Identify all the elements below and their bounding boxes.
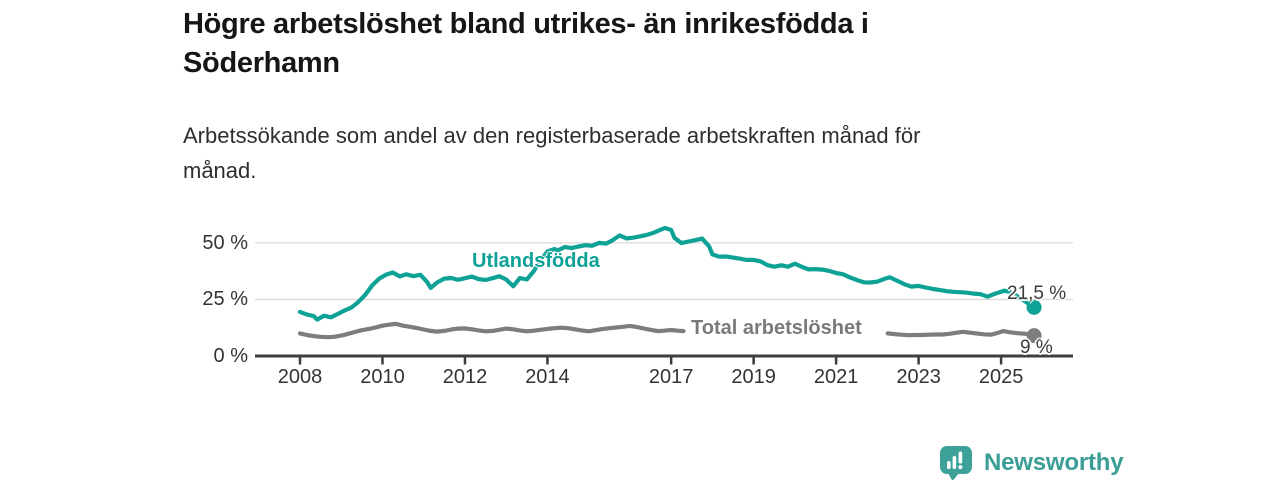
latest-point-utlandsfodda [1026,299,1042,315]
series-line-utlandsfodda [297,225,1037,322]
series-line-total [297,321,686,340]
y-tick-label: 0 % [213,345,248,367]
series-line-total [885,329,1037,338]
y-tick-label: 50 % [202,231,248,254]
x-tick-label: 2014 [525,366,570,388]
page-title: Högre arbetslöshet bland utrikes- än inr… [183,8,869,79]
newsworthy-logo-text: Newsworthy [984,449,1124,476]
series-label-total: Total arbetslöshet [691,317,862,339]
x-tick-label: 2019 [731,366,776,388]
chart-subtitle: Arbetssökande som andel av den registerb… [183,123,921,183]
series-label-utlandsfodda: Utlandsfödda [472,250,600,272]
latest-value-total: 9 % [1020,337,1053,358]
x-tick-label: 2017 [648,366,694,388]
newsworthy-logo-icon [940,446,972,480]
y-tick-label: 25 % [202,288,248,311]
x-tick-label: 2021 [813,366,859,388]
x-tick-label: 2023 [896,366,941,388]
x-tick-label: 2010 [360,366,405,388]
x-tick-label: 2012 [442,366,488,388]
latest-value-utlandsfodda: 21,5 % [1007,283,1067,304]
x-tick-label: 2025 [978,366,1024,388]
latest-point-total [1026,328,1042,344]
x-tick-label: 2008 [277,366,323,388]
newsworthy-logo[interactable]: Newsworthy [937,444,1124,480]
